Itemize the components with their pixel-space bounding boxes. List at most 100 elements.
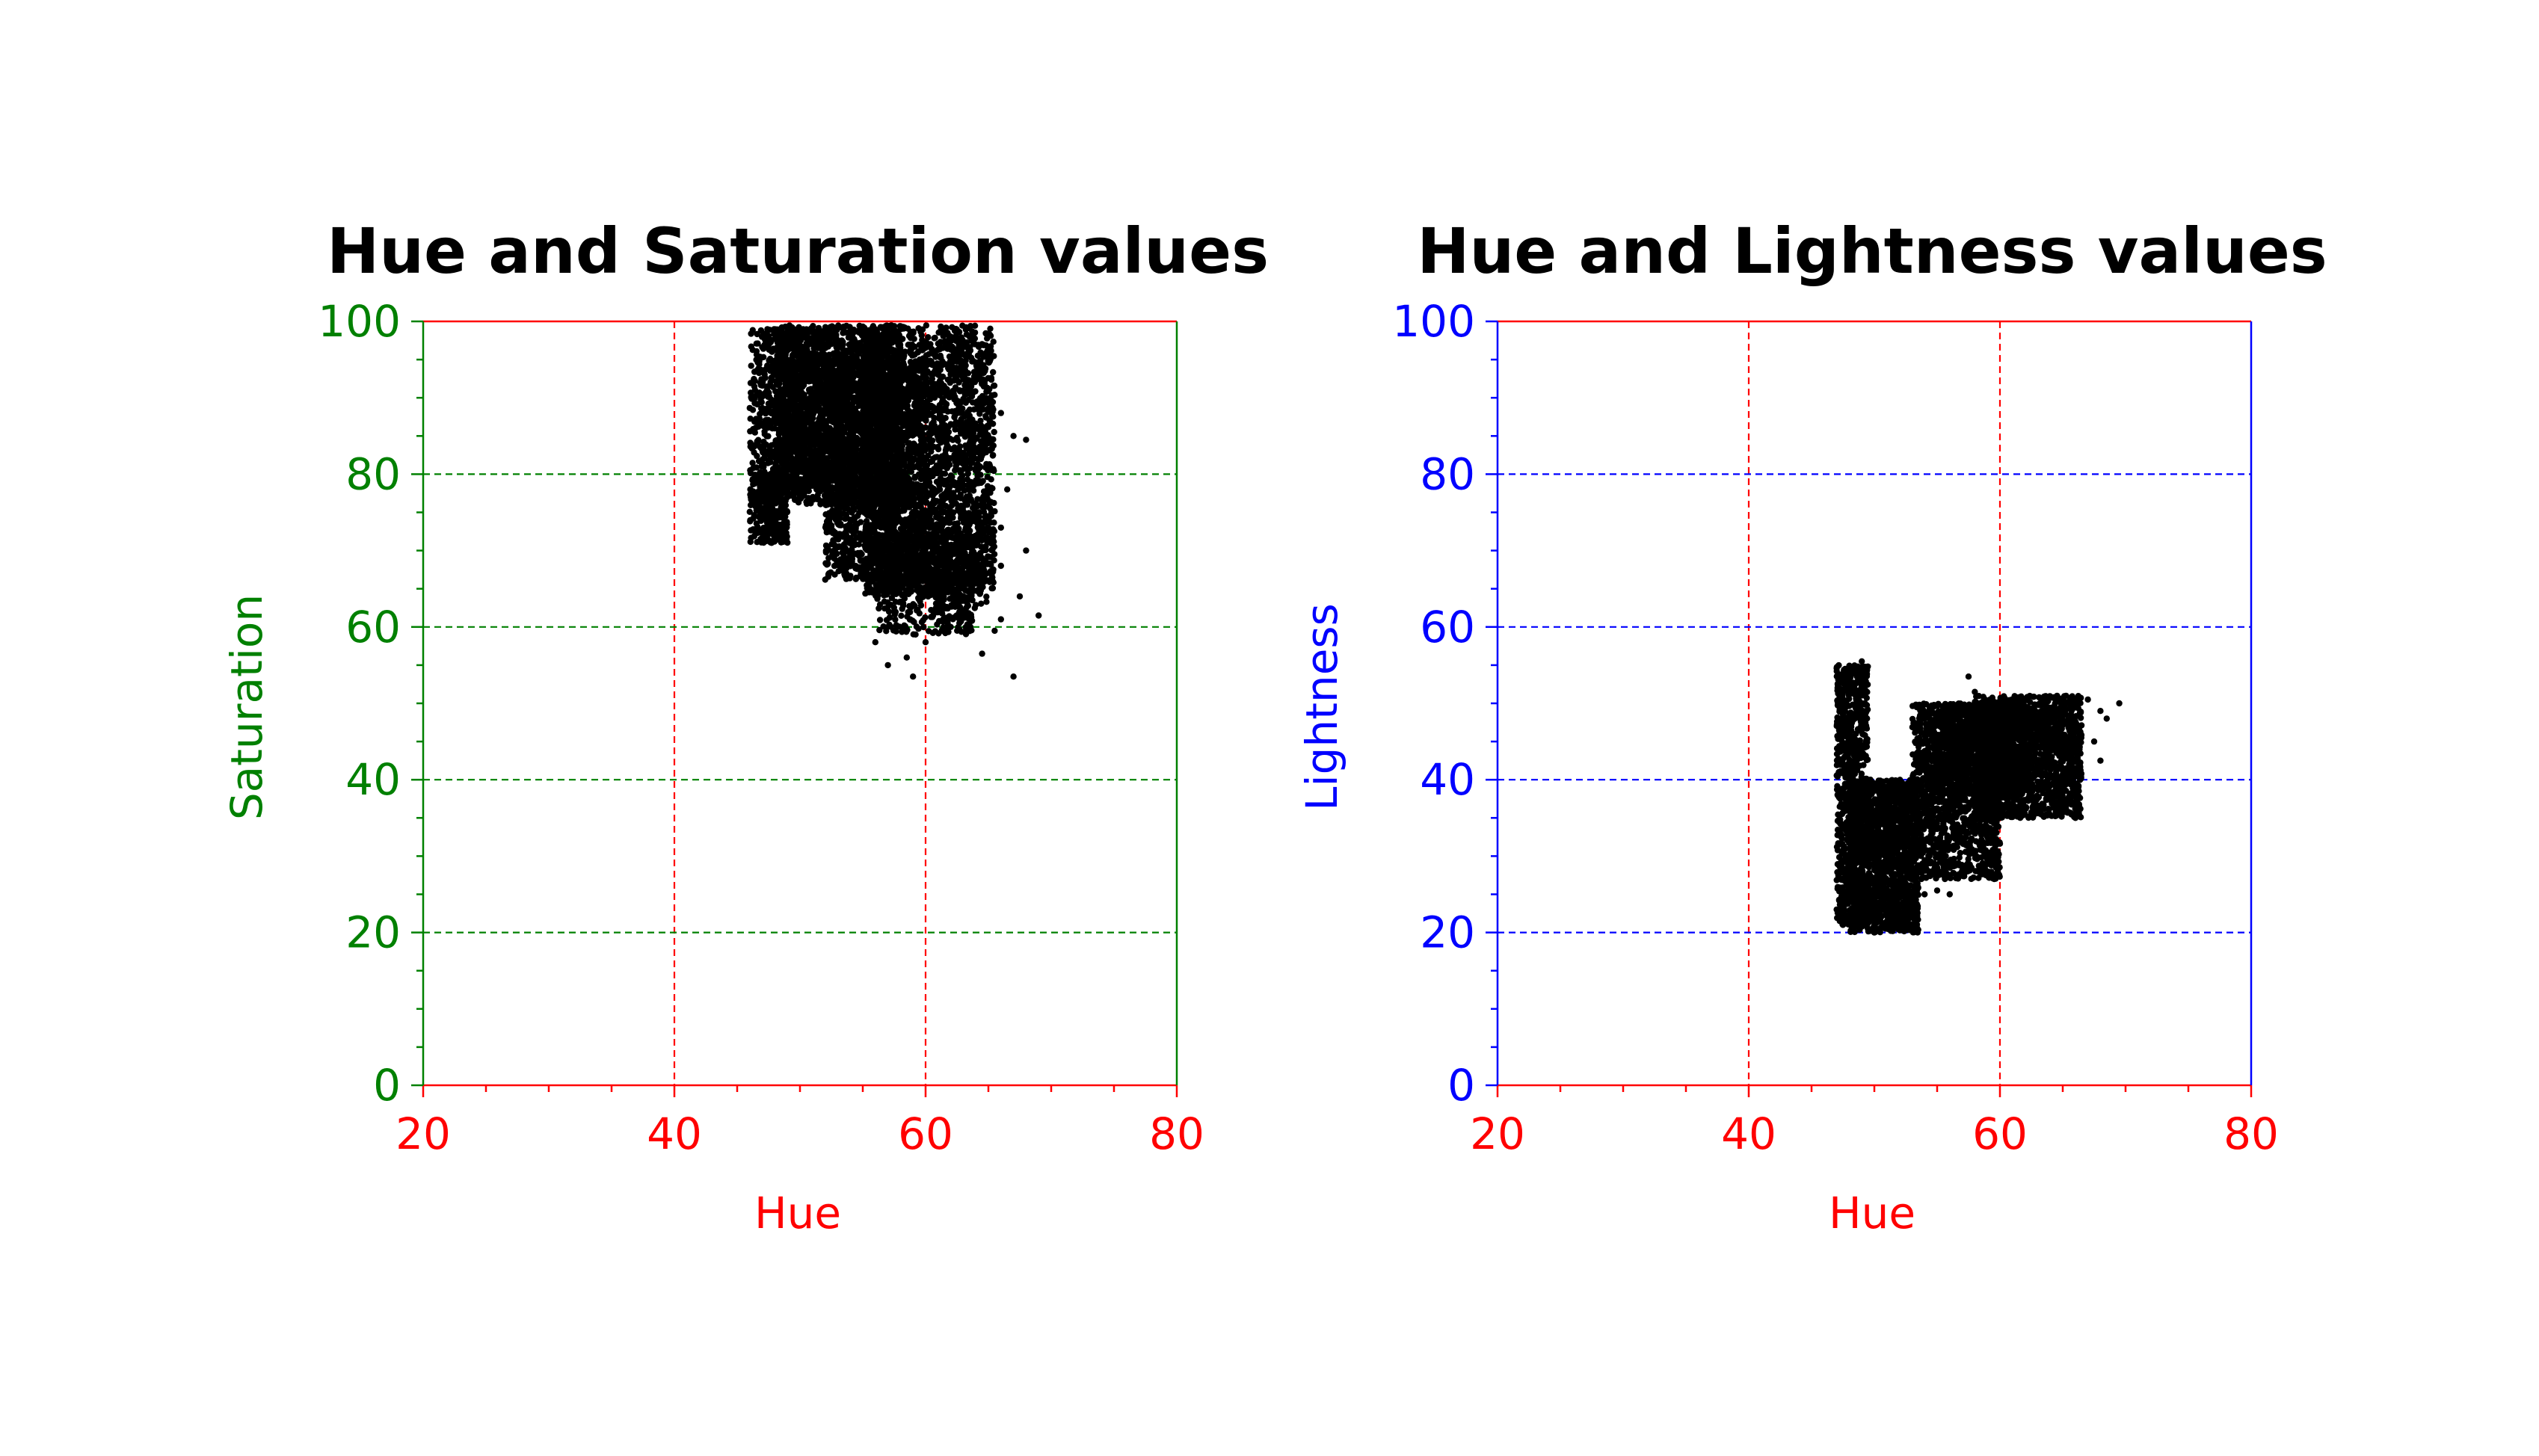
data-point [843, 565, 850, 572]
data-point [749, 347, 756, 354]
data-point [772, 452, 778, 459]
data-point [756, 361, 763, 368]
data-point [775, 407, 782, 414]
data-point [836, 363, 843, 370]
data-point [815, 472, 822, 479]
data-point [749, 407, 757, 413]
data-point [747, 428, 754, 435]
data-point [859, 323, 867, 330]
data-point [854, 383, 861, 390]
data-point [751, 429, 758, 436]
data-point [829, 508, 837, 514]
chart-hue-saturation: Hue and Saturation values 20 40 60 80020406… [221, 215, 1269, 1238]
data-point [763, 417, 771, 424]
data-point [790, 358, 797, 365]
data-point [852, 464, 858, 471]
data-point [815, 377, 822, 384]
data-point [790, 345, 798, 352]
data-point [825, 371, 831, 379]
data-point [761, 451, 769, 458]
data-point [824, 448, 831, 454]
data-point [841, 470, 848, 477]
data-point [843, 458, 850, 465]
data-point [785, 346, 793, 353]
chart-title: Hue and Saturation values [327, 215, 1269, 288]
data-point [755, 457, 763, 465]
data-point [814, 430, 822, 437]
data-point [851, 416, 858, 422]
data-point [845, 374, 852, 380]
data-point [793, 378, 801, 385]
data-point [849, 473, 855, 480]
data-point [763, 433, 770, 439]
data-point [816, 404, 822, 411]
data-point [805, 360, 813, 367]
data-point [763, 537, 770, 544]
data-point [751, 449, 757, 456]
data-point [747, 518, 754, 525]
data-point [841, 571, 848, 578]
data-point [843, 531, 850, 538]
data-point [799, 397, 807, 404]
data-point [801, 451, 808, 458]
data-point [840, 551, 847, 558]
data-point [855, 389, 861, 396]
data-point [816, 481, 823, 488]
data-point [772, 425, 778, 432]
data-point [751, 419, 758, 425]
data-point [835, 350, 842, 357]
data-point [764, 334, 771, 341]
data-point [829, 403, 837, 410]
data-point [834, 443, 840, 450]
data-point [807, 388, 814, 395]
scatter-points [746, 322, 1042, 680]
data-point [825, 431, 833, 437]
data-point [780, 481, 787, 488]
data-point [849, 430, 855, 437]
data-point [790, 469, 797, 476]
data-point [797, 351, 804, 358]
data-point [772, 475, 779, 482]
data-point [828, 391, 834, 398]
data-point [837, 425, 843, 431]
data-point [763, 515, 770, 522]
data-point [837, 404, 844, 412]
data-point [780, 404, 787, 410]
data-point [831, 571, 838, 578]
data-point [822, 324, 829, 330]
data-point [836, 379, 843, 386]
data-point [767, 492, 775, 499]
data-point [792, 496, 798, 503]
data-point [751, 368, 759, 375]
data-point [778, 366, 785, 373]
data-point [846, 389, 854, 396]
data-point [840, 446, 847, 453]
data-point [824, 454, 831, 462]
data-point [837, 357, 844, 364]
data-point [805, 434, 813, 440]
data-point [754, 330, 760, 338]
data-point [749, 460, 756, 466]
data-point [846, 423, 853, 430]
data-point [836, 522, 843, 528]
data-point [807, 466, 813, 472]
data-point [799, 403, 806, 410]
data-point [810, 415, 816, 422]
data-point [822, 524, 829, 531]
data-point [764, 383, 771, 390]
data-point [784, 524, 790, 531]
data-point [794, 388, 801, 395]
data-point [834, 373, 841, 380]
data-point [822, 478, 829, 486]
data-point [855, 541, 862, 548]
data-point [843, 557, 849, 564]
data-point [766, 346, 772, 354]
data-point [822, 437, 829, 443]
data-point [784, 475, 790, 482]
data-point [785, 442, 793, 449]
data-point [843, 487, 849, 494]
data-point [799, 416, 806, 423]
data-point [755, 472, 762, 479]
data-point [757, 536, 764, 543]
data-point [754, 401, 760, 407]
